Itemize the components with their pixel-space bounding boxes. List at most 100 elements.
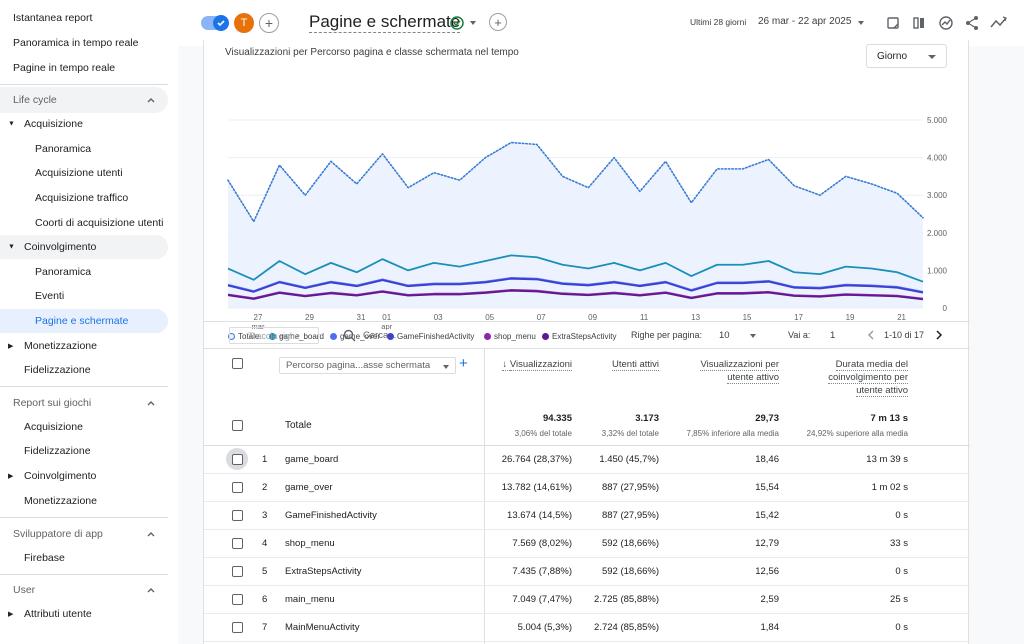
section-giochi[interactable]: Report sui giochi (0, 390, 168, 416)
series-line-game-board[interactable] (227, 254, 924, 283)
divider (0, 386, 168, 387)
sidebar-item-coinvolgimento[interactable]: ▼ Coinvolgimento (0, 235, 168, 259)
chevron-down-icon (443, 365, 449, 369)
col-header-label-line1: Durata media del (835, 359, 908, 371)
row-dimension[interactable]: game_board (285, 454, 339, 465)
y-tick-label: 4.000 (927, 154, 948, 163)
y-tick-label: 2.000 (927, 229, 948, 238)
legend-item-totale[interactable]: Totale (228, 332, 259, 341)
row-dimension[interactable]: MainMenuActivity (285, 622, 360, 633)
sidebar-item-pagine-schermate[interactable]: Pagine e schermate (0, 309, 168, 333)
anomaly-trend-icon[interactable] (990, 15, 1008, 31)
totals-checkbox[interactable] (232, 420, 243, 431)
series-line-gamefinishedactivity[interactable] (227, 277, 924, 294)
section-sviluppatore[interactable]: Sviluppatore di app (0, 521, 168, 547)
sidebar-item-eventi[interactable]: Eventi (0, 284, 168, 308)
col-header-users[interactable]: Utenti attivi (579, 358, 659, 371)
row-index: 1 (262, 454, 268, 465)
search-input[interactable]: Cerca... (363, 330, 397, 341)
sidebar-item-acq-panoramica[interactable]: Panoramica (0, 137, 168, 161)
series-line-totale[interactable] (227, 141, 924, 223)
row-vpu: 12,56 (755, 566, 779, 577)
row-index: 4 (262, 538, 268, 549)
check-icon (213, 15, 229, 31)
caret-down-icon: ▼ (8, 243, 15, 251)
sidebar-item-acquisizione[interactable]: ▼ Acquisizione (0, 112, 168, 136)
caret-down-icon[interactable] (470, 21, 476, 25)
add-dimension-plus-icon[interactable]: + (459, 355, 468, 372)
date-dropdown-icon[interactable] (858, 21, 864, 25)
row-checkbox[interactable] (232, 538, 243, 549)
goto-input[interactable]: 1 (830, 330, 836, 341)
sidebar-item-realtime-overview[interactable]: Panoramica in tempo reale (0, 31, 168, 55)
sidebar-item-monetizzazione[interactable]: ▶ Monetizzazione (0, 334, 168, 358)
row-checkbox[interactable] (232, 566, 243, 577)
row-checkbox[interactable] (232, 482, 243, 493)
sidebar-item-acq-coorti[interactable]: Coorti di acquisizione utenti (0, 211, 168, 235)
page-title[interactable]: Pagine e schermate (309, 12, 461, 33)
compare-columns-icon[interactable] (912, 16, 926, 30)
legend-item-game-over[interactable]: game_over (330, 332, 380, 341)
sidebar-item-label: Panoramica (35, 266, 92, 278)
legend-label: ExtraStepsActivity (552, 332, 617, 341)
add-filter-button[interactable]: + (489, 13, 507, 31)
sidebar-item-label: Attributi utente (24, 608, 92, 620)
sidebar-item-realtime-pages[interactable]: Pagine in tempo reale (0, 56, 168, 80)
legend-item-shop-menu[interactable]: shop_menu (484, 332, 536, 341)
section-user[interactable]: User (0, 577, 168, 603)
row-dimension[interactable]: main_menu (285, 594, 335, 605)
edit-report-icon[interactable] (886, 16, 900, 30)
dimension-select[interactable]: Percorso pagina...asse schermata (279, 357, 456, 374)
sidebar-item-attributi-utente[interactable]: ▶ Attributi utente (0, 602, 168, 626)
row-users: 2.725 (85,88%) (594, 594, 659, 605)
col-header-engagement[interactable]: Durata media del coinvolgimento per utente… (788, 358, 908, 397)
legend-item-gamefinished[interactable]: GameFinishedActivity (387, 332, 474, 341)
insights-icon[interactable] (938, 15, 954, 31)
sidebar-item-giochi-acquisizione[interactable]: Acquisizione (0, 415, 168, 439)
sidebar-item-snapshot[interactable]: Istantanea report (0, 6, 168, 30)
add-comparison-button[interactable]: + (259, 13, 279, 33)
series-line-extrastepsactivity[interactable] (227, 289, 924, 301)
status-check-icon[interactable] (449, 15, 465, 31)
sidebar-item-firebase[interactable]: Firebase (0, 546, 168, 570)
col-header-views[interactable]: ↓ Visualizzazioni (452, 358, 572, 371)
row-dimension[interactable]: game_over (285, 482, 333, 493)
section-title: Life cycle (13, 94, 57, 106)
sidebar-item-acq-utenti[interactable]: Acquisizione utenti (0, 161, 168, 185)
row-checkbox[interactable] (232, 622, 243, 633)
plus-icon: + (494, 14, 502, 30)
sidebar-item-acq-traffico[interactable]: Acquisizione traffico (0, 186, 168, 210)
sidebar-item-giochi-fidelizzazione[interactable]: Fidelizzazione (0, 439, 168, 463)
sidebar-item-coinv-panoramica[interactable]: Panoramica (0, 260, 168, 284)
avatar[interactable]: T (234, 13, 254, 33)
row-checkbox[interactable] (232, 454, 243, 465)
sidebar-item-fidelizzazione[interactable]: Fidelizzazione (0, 358, 168, 382)
divider (204, 445, 970, 446)
section-life-cycle[interactable]: Life cycle (0, 87, 168, 113)
row-dimension[interactable]: ExtraStepsActivity (285, 566, 362, 577)
share-icon[interactable] (965, 15, 979, 31)
legend-item-game-board[interactable]: game_board (269, 332, 324, 341)
row-checkbox[interactable] (232, 510, 243, 521)
sidebar-item-giochi-monetizzazione[interactable]: Monetizzazione (0, 489, 168, 513)
chevron-down-icon[interactable] (750, 334, 756, 338)
legend-item-extrasteps[interactable]: ExtraStepsActivity (542, 332, 616, 341)
row-dimension[interactable]: shop_menu (285, 538, 335, 549)
rows-per-page-select[interactable]: 10 (719, 330, 730, 341)
row-vpu: 12,79 (755, 538, 779, 549)
track-rows-button[interactable]: Traccia righe (229, 327, 319, 344)
section-title: User (13, 584, 36, 596)
total-views: 94.335 (542, 413, 572, 424)
date-range[interactable]: 26 mar - 22 apr 2025 (758, 16, 852, 27)
row-checkbox[interactable] (232, 594, 243, 605)
prev-page-icon[interactable] (866, 329, 876, 341)
col-header-views-per-user[interactable]: Visualizzazioni per utente attivo (669, 358, 779, 384)
granularity-select[interactable]: Giorno (866, 44, 947, 68)
row-dimension[interactable]: GameFinishedActivity (285, 510, 377, 521)
compare-toggle[interactable] (201, 15, 229, 31)
next-page-icon[interactable] (934, 329, 944, 341)
sidebar-item-giochi-coinvolgimento[interactable]: ▶ Coinvolgimento (0, 464, 168, 488)
row-engagement: 33 s (890, 538, 908, 549)
caret-right-icon: ▶ (8, 343, 14, 350)
select-all-checkbox[interactable] (232, 358, 243, 369)
